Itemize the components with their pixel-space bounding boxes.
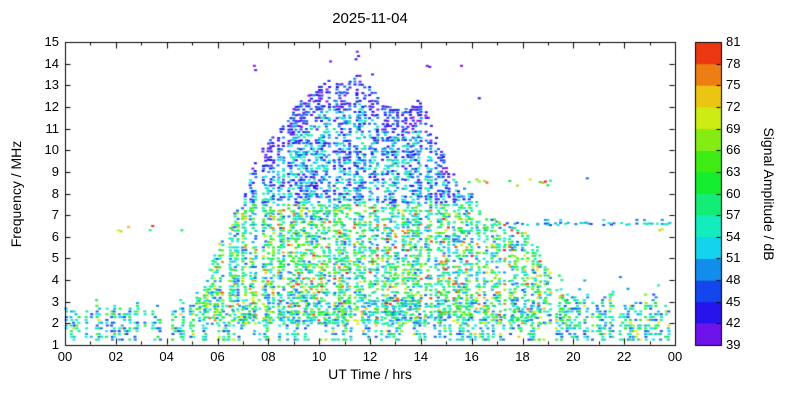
x-tick-label: 18 bbox=[515, 349, 530, 364]
colorbar-tick-label: 45 bbox=[726, 293, 741, 309]
x-tick-label: 06 bbox=[210, 349, 225, 364]
y-tick-label: 13 bbox=[44, 77, 59, 93]
colorbar-tick-label: 54 bbox=[726, 228, 741, 244]
x-tick-label: 10 bbox=[311, 349, 327, 364]
y-tick-label: 3 bbox=[51, 293, 59, 309]
y-tick-label: 15 bbox=[44, 34, 59, 49]
colorbar-tick-label: 51 bbox=[726, 250, 741, 266]
chart-title: 2025-11-04 bbox=[332, 10, 408, 27]
x-tick-label: 14 bbox=[413, 349, 429, 364]
x-tick-label: 04 bbox=[159, 349, 174, 364]
colorbar-tick-label: 69 bbox=[726, 120, 741, 136]
colorbar-tick-label: 60 bbox=[726, 185, 741, 201]
x-tick-label: 08 bbox=[261, 349, 276, 364]
x-tick-label: 16 bbox=[464, 349, 479, 364]
y-tick-label: 4 bbox=[51, 272, 59, 288]
colorbar-tick-label: 75 bbox=[726, 77, 741, 93]
y-tick-label: 8 bbox=[51, 185, 59, 201]
colorbar-tick-label: 48 bbox=[726, 272, 741, 288]
colorbar-tick-label: 81 bbox=[726, 34, 741, 49]
x-tick-label: 00 bbox=[667, 349, 683, 364]
y-tick-label: 5 bbox=[51, 250, 59, 266]
x-axis-label: UT Time / hrs bbox=[328, 366, 412, 382]
y-tick-label: 9 bbox=[51, 163, 59, 179]
x-tick-label: 02 bbox=[108, 349, 124, 364]
x-tick-label: 20 bbox=[566, 349, 581, 364]
x-tick-label: 22 bbox=[616, 349, 632, 364]
y-tick-label: 12 bbox=[44, 98, 59, 114]
colorbar-tick-label: 57 bbox=[726, 207, 741, 223]
y-tick-label: 2 bbox=[51, 315, 59, 331]
y-tick-label: 10 bbox=[44, 142, 59, 158]
colorbar-tick-label: 42 bbox=[726, 315, 741, 331]
colorbar-tick-label: 39 bbox=[726, 337, 741, 352]
x-tick-label: 12 bbox=[362, 349, 378, 364]
colorbar-tick-label: 72 bbox=[726, 98, 741, 114]
y-tick-label: 7 bbox=[51, 207, 59, 223]
x-tick-label: 00 bbox=[57, 349, 73, 364]
y-tick-label: 14 bbox=[44, 55, 59, 71]
colorbar-label: Signal Amplitude / dB bbox=[761, 127, 777, 261]
colorbar-tick-label: 63 bbox=[726, 163, 741, 179]
y-tick-label: 6 bbox=[51, 228, 59, 244]
colorbar-tick-label: 66 bbox=[726, 142, 741, 158]
colorbar-tick-label: 78 bbox=[726, 55, 741, 71]
y-tick-label: 1 bbox=[51, 337, 59, 352]
y-axis-label: Frequency / MHz bbox=[8, 140, 24, 248]
y-tick-label: 11 bbox=[45, 120, 60, 136]
